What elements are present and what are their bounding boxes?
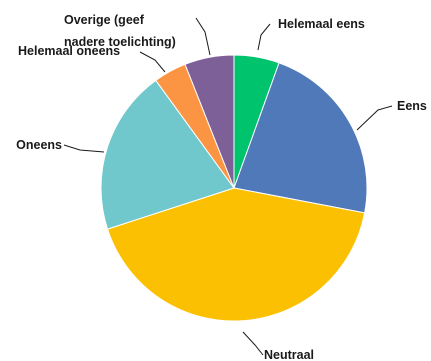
leader-line-oneens xyxy=(63,144,105,153)
slice-label-oneens: Oneens xyxy=(16,138,62,152)
pie-slice-overige-geef-nadere-toelichting xyxy=(184,54,235,189)
leader-line-neutraal xyxy=(242,331,264,356)
slice-label-neutraal: Neutraal xyxy=(264,348,314,361)
pie-slice-eens xyxy=(233,62,368,214)
leader-line-helemaal-oneens xyxy=(139,51,166,73)
leader-line-overige-geef-nadere-toelichting xyxy=(195,17,211,56)
slice-label-helemaal-eens: Helemaal eens xyxy=(278,17,365,31)
slice-label-overige-geef-nadere-toelichting-line-1: Overige (geef xyxy=(64,13,145,27)
slice-label-helemaal-oneens: Helemaal oneens xyxy=(18,44,120,58)
slice-label-eens: Eens xyxy=(397,99,427,113)
pie-slice-neutraal xyxy=(106,187,366,322)
slice-label-overige-geef-nadere-toelichting-line-2: nadere toelichting) xyxy=(64,35,176,49)
leader-line-eens xyxy=(356,105,393,131)
leader-line-helemaal-eens xyxy=(257,23,271,51)
pie-slice-oneens xyxy=(100,79,235,230)
